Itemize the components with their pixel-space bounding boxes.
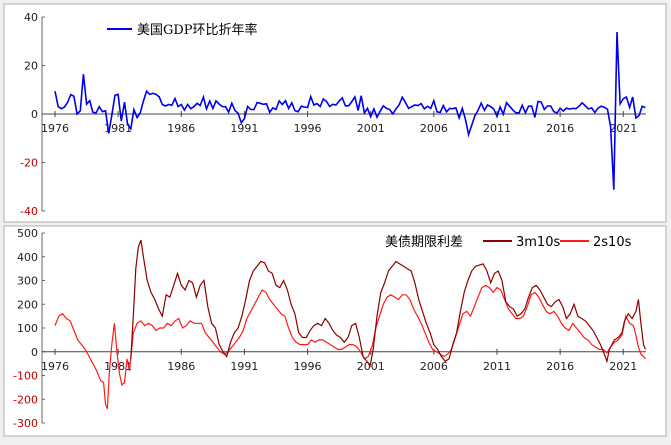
x-tick-label: 2021: [609, 360, 637, 373]
y-tick-label: 500: [17, 227, 38, 240]
x-tick-label: 1981: [104, 122, 132, 135]
spread-legend: 美债期限利差 3m10s 2s10s: [385, 235, 632, 250]
x-tick-label: 2016: [546, 360, 574, 373]
y-tick-label: 0: [31, 108, 38, 121]
gdp-series-line: [54, 31, 646, 190]
y-tick-label: -100: [13, 370, 38, 383]
gdp-chart: 40 20 0 -20 -40 1976 1981 1986 1991 1996 2001 2006…: [20, 11, 646, 218]
spread-panel: [3, 225, 667, 437]
x-tick-label: 1991: [230, 122, 258, 135]
x-tick-label: 2006: [420, 122, 448, 135]
x-tick-label: 2021: [609, 122, 637, 135]
x-tick-label: 2006: [420, 360, 448, 373]
y-tick-label: -20: [20, 157, 38, 170]
x-tick-label: 1991: [230, 360, 258, 373]
x-tick-label: 1986: [167, 360, 195, 373]
spread-y-axis: 500 400 300 200 100 0 -100 -200 -300: [13, 227, 45, 430]
x-tick-label: 1976: [41, 122, 69, 135]
x-tick-label: 2001: [357, 122, 385, 135]
y-tick-label: 100: [17, 322, 38, 335]
gdp-panel: [3, 3, 667, 223]
x-tick-label: 2016: [546, 122, 574, 135]
y-tick-label: 400: [17, 251, 38, 264]
3m10s-legend-label: 3m10s: [516, 235, 560, 250]
y-tick-label: 0: [31, 346, 38, 359]
2s10s-series-line: [54, 284, 646, 410]
x-tick-label: 1996: [294, 360, 322, 373]
x-tick-label: 2011: [483, 360, 511, 373]
x-tick-label: 2011: [483, 122, 511, 135]
spread-chart-title: 美债期限利差: [385, 235, 463, 250]
y-tick-label: -40: [20, 205, 38, 218]
y-tick-label: 200: [17, 298, 38, 311]
y-tick-label: -200: [13, 393, 38, 406]
gdp-legend-label: 美国GDP环比折年率: [137, 22, 258, 38]
3m10s-series-line: [130, 239, 646, 368]
x-tick-label: 1986: [167, 122, 195, 135]
gdp-legend: 美国GDP环比折年率: [107, 22, 258, 38]
y-tick-label: 300: [17, 275, 38, 288]
y-tick-label: 20: [24, 60, 38, 73]
2s10s-legend-label: 2s10s: [593, 235, 632, 250]
gdp-x-axis: 1976 1981 1986 1991 1996 2001 2006 2011 2016 2021: [41, 111, 637, 135]
x-tick-label: 2001: [357, 360, 385, 373]
y-tick-label: 40: [24, 11, 38, 24]
y-tick-label: -300: [13, 417, 38, 430]
spread-x-axis: 1976 1981 1986 1991 1996 2001 2006 2011 2016 2021: [41, 348, 637, 373]
x-tick-label: 1976: [41, 360, 69, 373]
x-tick-label: 1996: [294, 122, 322, 135]
